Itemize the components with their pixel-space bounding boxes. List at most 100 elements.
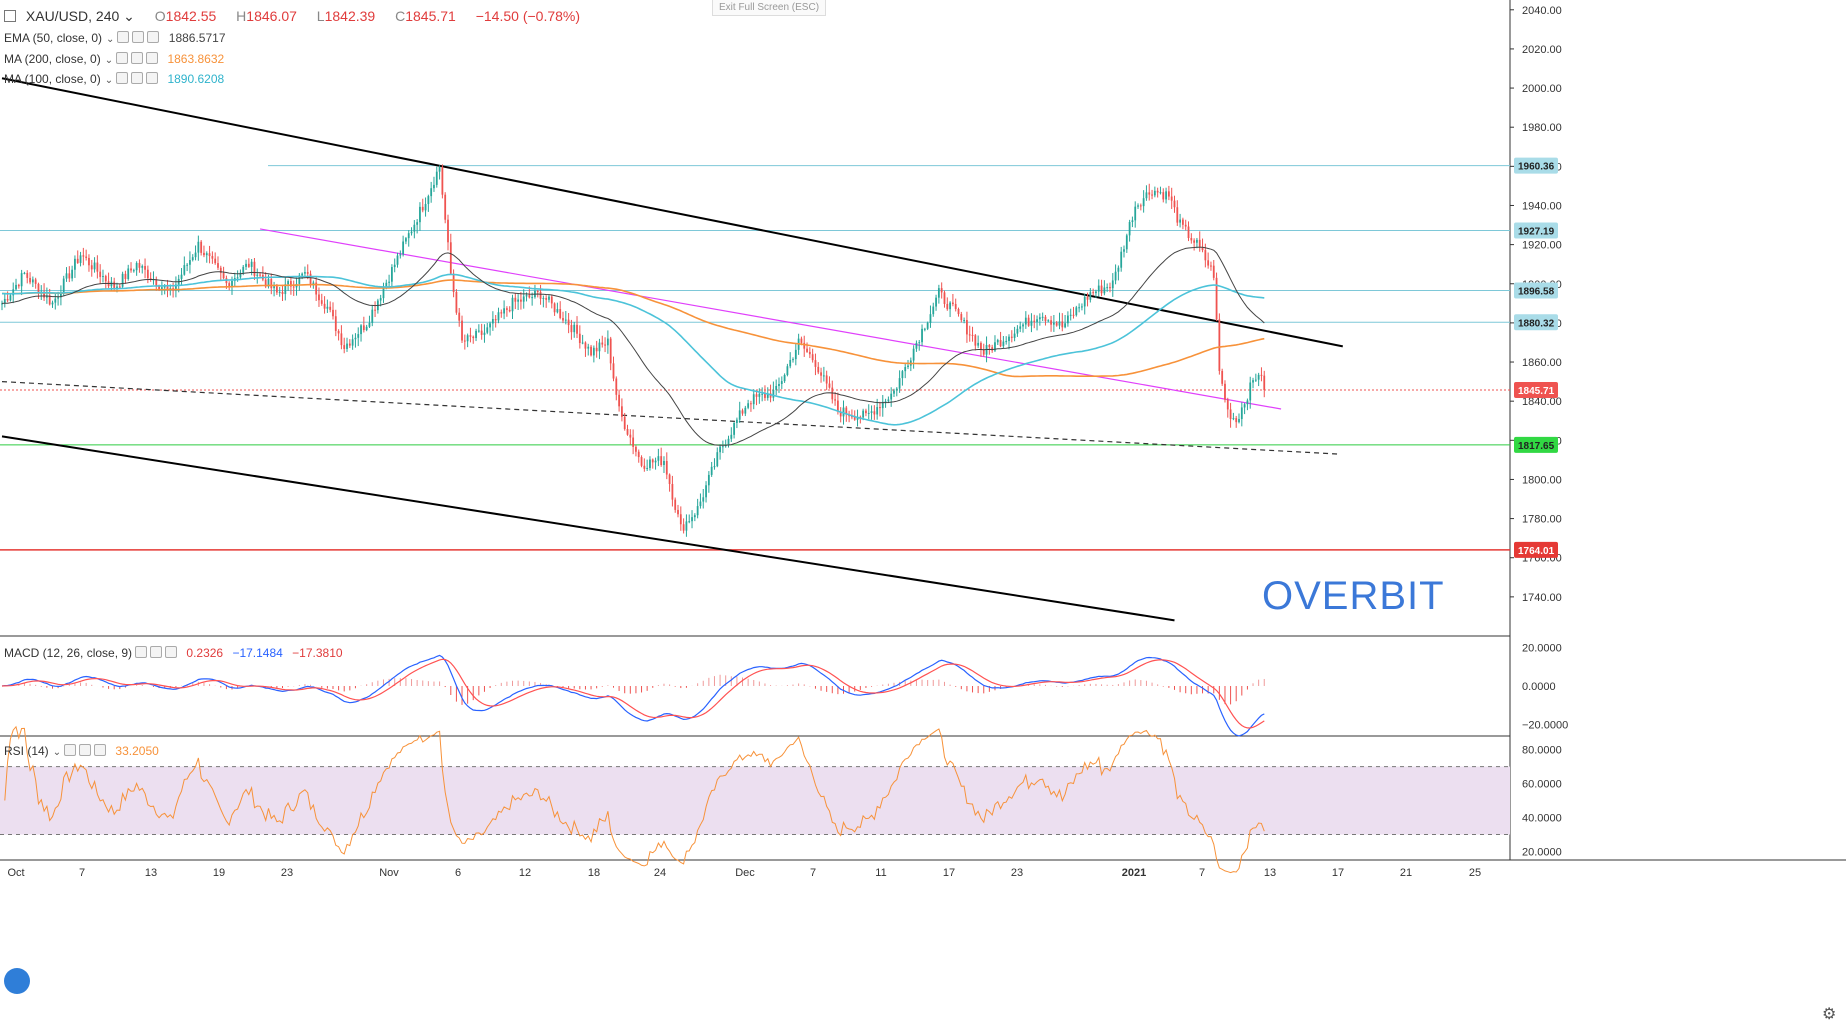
candle-body — [306, 272, 309, 274]
candle-body — [786, 366, 789, 375]
chevron-down-icon[interactable]: ⌄ — [106, 34, 115, 45]
candle-body — [354, 337, 357, 340]
eye-icon[interactable] — [116, 72, 129, 84]
candle-body — [1086, 296, 1089, 300]
close-icon[interactable] — [146, 52, 159, 64]
time-tick-label: 17 — [943, 867, 955, 879]
eye-icon[interactable] — [117, 31, 130, 43]
candle-body — [741, 410, 744, 414]
candle-body — [12, 289, 15, 296]
candle-body — [247, 263, 250, 267]
candle-body — [475, 330, 477, 339]
chevron-down-icon[interactable]: ⌄ — [123, 8, 135, 24]
candle-body — [761, 393, 764, 395]
candle-body — [1030, 320, 1033, 326]
candle-body — [1131, 220, 1134, 223]
close-icon[interactable] — [147, 31, 160, 43]
chevron-down-icon[interactable]: ⌄ — [104, 55, 114, 66]
candle-body — [590, 346, 592, 356]
eye-icon[interactable] — [116, 52, 129, 64]
candle-body — [385, 282, 388, 288]
symbol-header[interactable]: XAU/USD, 240 ⌄ O1842.55 H1846.07 L1842.3… — [4, 8, 580, 25]
candle-body — [915, 342, 918, 349]
candle-body — [1221, 370, 1224, 384]
chevron-down-icon[interactable]: ⌄ — [52, 747, 62, 758]
candle-body — [1010, 336, 1013, 338]
price-level-label: 1845.71 — [1518, 386, 1555, 397]
legend-ma100[interactable]: MA (100, close, 0) ⌄ 1890.6208 — [4, 72, 224, 86]
candle-body — [994, 342, 996, 351]
candle-body — [820, 372, 822, 376]
candle-body — [1252, 380, 1254, 383]
symbol-menu-icon[interactable] — [4, 10, 16, 22]
candle-body — [912, 348, 915, 361]
candle-body — [1165, 191, 1167, 200]
channel-lower-line — [1, 435, 1175, 622]
gear-icon[interactable] — [79, 744, 92, 756]
gear-icon[interactable] — [132, 31, 145, 43]
tradingview-logo-icon[interactable] — [4, 968, 30, 994]
candle-body — [1142, 198, 1145, 207]
candle-body — [884, 401, 887, 403]
close-icon[interactable] — [146, 72, 159, 84]
eye-icon[interactable] — [135, 646, 148, 658]
price-tick-label: 1920.00 — [1522, 240, 1562, 252]
rsi-tick-label: 60.0000 — [1522, 779, 1562, 791]
candle-body — [960, 314, 963, 321]
candle-body — [281, 291, 284, 295]
candle-body — [668, 474, 671, 484]
legend-ma200[interactable]: MA (200, close, 0) ⌄ 1863.8632 — [4, 52, 224, 66]
ema-label: EMA (50, close, 0) — [4, 31, 103, 45]
settings-gear-icon[interactable]: ⚙ — [1822, 1006, 1837, 1023]
candle-body — [315, 282, 318, 295]
price-level-label: 1960.36 — [1518, 162, 1555, 173]
candle-body — [351, 339, 354, 346]
legend-rsi[interactable]: RSI (14) ⌄ 33.2050 — [4, 744, 159, 758]
legend-ema[interactable]: EMA (50, close, 0) ⌄ 1886.5717 — [4, 31, 226, 45]
candle-body — [1238, 419, 1240, 423]
candle-body — [612, 363, 615, 379]
candle-body — [705, 485, 707, 498]
candle-body — [466, 335, 469, 342]
candle-body — [890, 393, 893, 400]
eye-icon[interactable] — [64, 744, 77, 756]
candle-body — [1064, 323, 1066, 328]
candle-body — [1190, 238, 1193, 241]
candle-body — [991, 347, 994, 351]
candle-body — [186, 264, 189, 266]
candle-body — [1052, 322, 1055, 325]
candle-body — [604, 344, 606, 346]
legend-macd[interactable]: MACD (12, 26, close, 9) 0.2326 −17.1484 … — [4, 646, 343, 660]
candle-body — [671, 483, 674, 500]
chevron-down-icon[interactable]: ⌄ — [104, 75, 114, 86]
gear-icon[interactable] — [150, 646, 163, 658]
candle-body — [937, 288, 940, 298]
candle-body — [1257, 374, 1260, 380]
macd-line-value: −17.1484 — [232, 646, 283, 660]
candle-body — [37, 283, 40, 294]
candle-body — [696, 506, 699, 516]
candle-body — [592, 347, 595, 356]
candle-body — [1153, 190, 1156, 196]
candle-body — [435, 171, 438, 185]
gear-icon[interactable] — [131, 52, 144, 64]
candle-body — [1145, 192, 1148, 199]
price-tick-label: 1800.00 — [1522, 474, 1562, 486]
candle-body — [811, 354, 814, 361]
candle-body — [1058, 321, 1061, 326]
close-icon[interactable] — [94, 744, 107, 756]
close-icon[interactable] — [165, 646, 178, 658]
candle-body — [483, 332, 486, 335]
candle-body — [963, 319, 966, 321]
gear-icon[interactable] — [131, 72, 144, 84]
candle-body — [413, 224, 416, 232]
time-tick-label: 24 — [654, 867, 666, 879]
exit-fullscreen-button[interactable]: Exit Full Screen (ESC) — [712, 0, 827, 16]
candle-body — [1210, 265, 1212, 267]
candle-body — [278, 291, 281, 293]
candle-body — [778, 383, 780, 386]
candle-body — [449, 242, 452, 274]
candle-body — [57, 297, 59, 299]
macd-hist-value: 0.2326 — [186, 646, 224, 660]
